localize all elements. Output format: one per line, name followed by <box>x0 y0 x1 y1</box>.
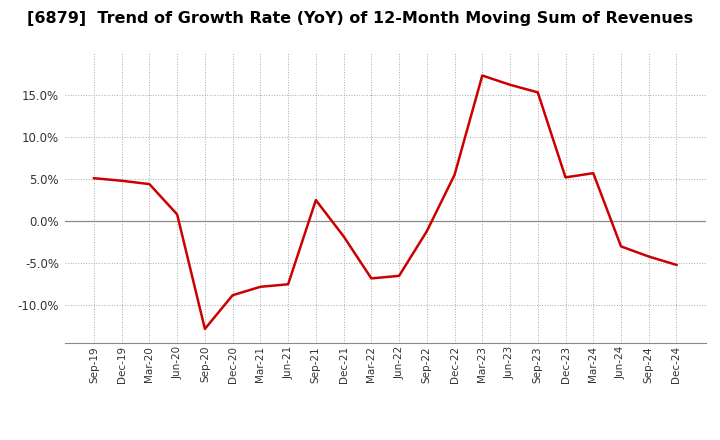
Text: [6879]  Trend of Growth Rate (YoY) of 12-Month Moving Sum of Revenues: [6879] Trend of Growth Rate (YoY) of 12-… <box>27 11 693 26</box>
